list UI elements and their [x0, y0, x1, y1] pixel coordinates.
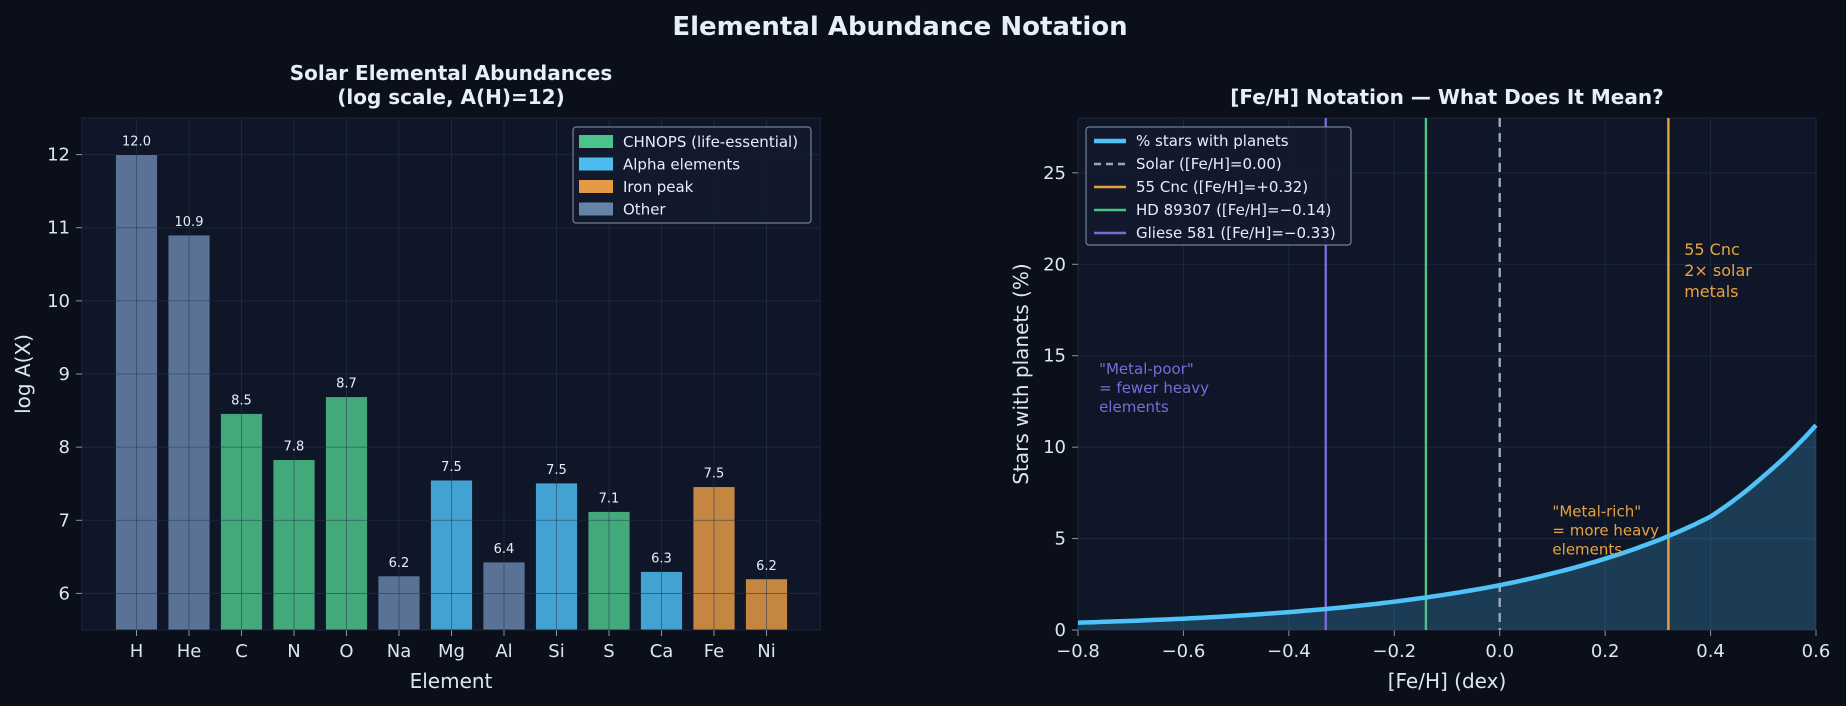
x-tick-label: C: [235, 641, 248, 662]
legend-swatch-iron_peak: [579, 180, 613, 193]
bar-value-label: 7.8: [284, 440, 305, 455]
y-tick-label: 15: [1043, 346, 1066, 367]
x-tick-label: Ca: [650, 641, 674, 662]
annotation-line: "Metal-rich": [1552, 503, 1641, 521]
bar-value-label: 6.2: [389, 556, 410, 571]
x-tick-label: He: [177, 641, 202, 662]
y-axis-label: log A(X): [11, 334, 35, 414]
bar-value-label: 8.5: [231, 393, 252, 408]
y-tick-label: 11: [47, 218, 70, 239]
curve-area-fill: [1078, 425, 1816, 630]
x-tick-label: Al: [495, 641, 512, 662]
x-tick-label: N: [287, 641, 300, 662]
bar-value-label: 8.7: [336, 377, 357, 392]
legend-label: Iron peak: [623, 178, 694, 196]
annotation-line: 55 Cnc: [1684, 240, 1740, 259]
legend-label: % stars with planets: [1136, 132, 1289, 150]
x-tick-label: S: [603, 641, 614, 662]
x-tick-label: Si: [548, 641, 564, 662]
y-tick-label: 7: [59, 510, 70, 531]
chart-title-line: (log scale, A(H)=12): [337, 85, 564, 109]
y-tick-label: 20: [1043, 254, 1066, 275]
bar-value-label: 10.9: [175, 215, 204, 230]
legend-label: CHNOPS (life-essential): [623, 133, 798, 151]
legend-label: Gliese 581 ([Fe/H]=−0.33): [1136, 224, 1336, 242]
legend-box: [572, 126, 812, 224]
x-tick-label: 0.4: [1696, 641, 1725, 662]
bar-value-label: 7.1: [599, 492, 620, 507]
y-tick-label: 0: [1055, 620, 1066, 641]
y-tick-label: 10: [1043, 437, 1066, 458]
series-line-stars-with-planets: [1077, 423, 1818, 625]
bar-value-label: 6.4: [494, 542, 515, 557]
x-tick-label: −0.2: [1372, 641, 1416, 662]
chart-title-line: Solar Elemental Abundances: [290, 61, 613, 85]
y-tick-label: 10: [47, 291, 70, 312]
y-tick-label: 12: [47, 145, 70, 166]
x-tick-label: Fe: [704, 641, 724, 662]
y-tick-label: 5: [1055, 529, 1066, 550]
annotation-line: metals: [1684, 282, 1738, 301]
annotation-line: "Metal-poor": [1099, 360, 1194, 378]
annotation-line: 2× solar: [1684, 261, 1752, 280]
x-tick-label: −0.6: [1162, 641, 1206, 662]
chart-title: [Fe/H] Notation — What Does It Mean?: [1230, 85, 1663, 109]
bar-value-label: 12.0: [122, 135, 151, 150]
y-tick-label: 6: [59, 583, 70, 604]
annotation-line: elements: [1552, 541, 1622, 559]
legend-label: Alpha elements: [623, 156, 740, 174]
x-tick-label: Na: [387, 641, 412, 662]
annotation-line: elements: [1099, 398, 1169, 416]
y-tick-label: 9: [59, 364, 70, 385]
x-axis-label: Element: [410, 669, 493, 693]
bar-value-label: 7.5: [441, 460, 462, 475]
x-axis-label: [Fe/H] (dex): [1388, 669, 1507, 693]
y-tick-label: 8: [59, 437, 70, 458]
annotation-line: = more heavy: [1552, 522, 1659, 540]
legend-label: Solar ([Fe/H]=0.00): [1136, 155, 1282, 173]
legend-box: [1085, 126, 1352, 246]
x-tick-label: 0.6: [1802, 641, 1831, 662]
annotation-line: = fewer heavy: [1099, 379, 1209, 397]
figure-title: Elemental Abundance Notation: [672, 12, 1127, 42]
x-tick-label: Mg: [438, 641, 465, 662]
metallicity-line-chart: [Fe/H] Notation — What Does It Mean? −0.8…: [1009, 85, 1830, 693]
x-tick-label: Ni: [757, 641, 775, 662]
x-tick-label: H: [130, 641, 144, 662]
x-tick-label: −0.8: [1056, 641, 1100, 662]
y-tick-label: 25: [1043, 163, 1066, 184]
x-tick-label: −0.4: [1267, 641, 1311, 662]
legend-swatch-other: [579, 202, 613, 216]
legend-swatch-chnops: [579, 135, 613, 148]
y-axis-label: Stars with planets (%): [1009, 263, 1033, 484]
legend-label: 55 Cnc ([Fe/H]=+0.32): [1136, 178, 1308, 196]
abundance-bar-chart: Solar Elemental Abundances(log scale, A(…: [11, 61, 821, 693]
x-tick-label: 0.2: [1591, 641, 1620, 662]
legend-swatch-alpha: [579, 157, 613, 171]
legend-label: Other: [623, 201, 666, 219]
legend-label: HD 89307 ([Fe/H]=−0.14): [1136, 201, 1331, 219]
bar-value-label: 7.5: [546, 463, 567, 478]
bar-value-label: 7.5: [704, 467, 725, 482]
bar-value-label: 6.3: [651, 551, 672, 566]
x-tick-label: 0.0: [1485, 641, 1514, 662]
x-tick-label: O: [339, 641, 353, 662]
bar-value-label: 6.2: [756, 559, 777, 574]
